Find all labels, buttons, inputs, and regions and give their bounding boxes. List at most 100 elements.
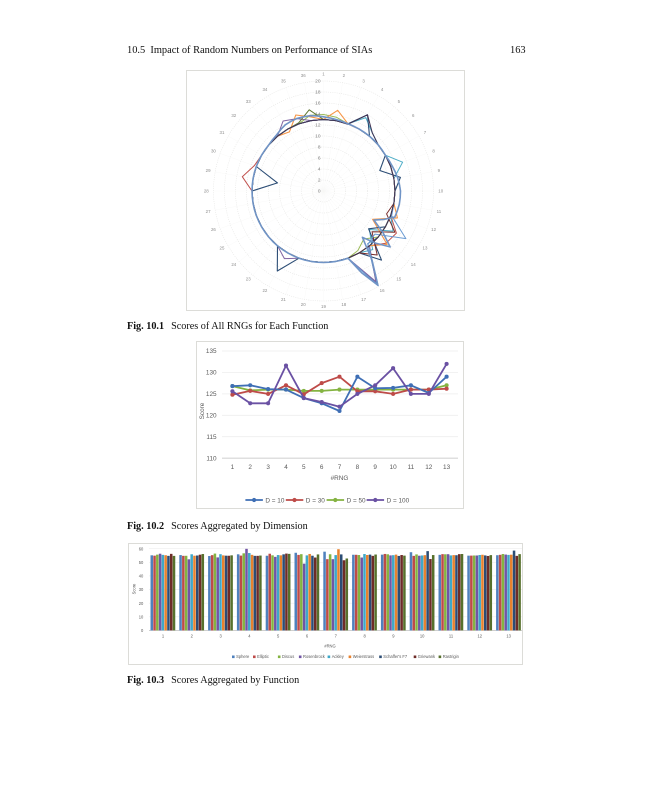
svg-text:16: 16 xyxy=(315,100,321,106)
svg-text:30: 30 xyxy=(139,587,144,592)
svg-text:29: 29 xyxy=(205,168,210,173)
svg-text:23: 23 xyxy=(245,276,250,281)
svg-text:1: 1 xyxy=(322,71,325,76)
svg-text:25: 25 xyxy=(219,245,224,250)
svg-text:10: 10 xyxy=(315,133,321,139)
svg-text:8: 8 xyxy=(317,144,320,150)
svg-text:8: 8 xyxy=(432,148,435,153)
svg-text:10: 10 xyxy=(420,634,425,639)
svg-text:D = 50: D = 50 xyxy=(347,497,366,504)
svg-text:Griewank: Griewank xyxy=(418,654,436,659)
svg-text:Score: Score xyxy=(131,583,136,594)
svg-text:18: 18 xyxy=(341,302,346,307)
svg-text:24: 24 xyxy=(231,262,236,267)
svg-text:Elliptic: Elliptic xyxy=(257,654,269,659)
svg-text:D = 10: D = 10 xyxy=(265,497,284,504)
svg-text:19: 19 xyxy=(321,303,326,308)
svg-text:Score: Score xyxy=(199,402,206,419)
svg-text:6: 6 xyxy=(411,113,414,118)
svg-text:8: 8 xyxy=(356,464,360,471)
svg-text:21: 21 xyxy=(280,296,285,301)
svg-text:35: 35 xyxy=(280,78,285,83)
svg-text:4: 4 xyxy=(317,166,320,172)
svg-text:13: 13 xyxy=(506,634,511,639)
svg-text:16: 16 xyxy=(379,288,384,293)
svg-text:135: 135 xyxy=(206,348,217,355)
svg-text:34: 34 xyxy=(262,87,267,92)
svg-text:115: 115 xyxy=(206,433,217,440)
svg-text:7: 7 xyxy=(338,464,342,471)
svg-text:D = 100: D = 100 xyxy=(387,497,410,504)
svg-text:12: 12 xyxy=(425,464,433,471)
svg-text:130: 130 xyxy=(206,369,217,376)
svg-text:Weierstrass: Weierstrass xyxy=(353,654,375,659)
svg-text:Sphere: Sphere xyxy=(236,654,250,659)
svg-text:13: 13 xyxy=(422,245,427,250)
svg-text:26: 26 xyxy=(210,226,215,231)
svg-text:50: 50 xyxy=(139,560,144,565)
svg-text:Ackley: Ackley xyxy=(332,654,345,659)
svg-text:6: 6 xyxy=(317,155,320,161)
svg-text:2: 2 xyxy=(248,464,252,471)
svg-text:D = 30: D = 30 xyxy=(306,497,325,504)
svg-text:120: 120 xyxy=(206,412,217,419)
svg-text:5: 5 xyxy=(302,464,306,471)
svg-text:2: 2 xyxy=(342,73,345,78)
svg-text:32: 32 xyxy=(231,113,236,118)
svg-text:125: 125 xyxy=(206,391,217,398)
svg-text:36: 36 xyxy=(300,73,305,78)
svg-text:Schaffer's F7: Schaffer's F7 xyxy=(383,654,408,659)
svg-text:14: 14 xyxy=(410,262,415,267)
svg-text:#RNG: #RNG xyxy=(331,475,349,482)
svg-text:Discus: Discus xyxy=(282,654,294,659)
svg-text:6: 6 xyxy=(306,634,309,639)
svg-text:Rastrigin: Rastrigin xyxy=(443,654,460,659)
svg-text:0: 0 xyxy=(317,188,320,194)
svg-text:3: 3 xyxy=(266,464,270,471)
svg-text:2: 2 xyxy=(317,177,320,183)
svg-text:110: 110 xyxy=(206,455,217,462)
svg-text:31: 31 xyxy=(219,129,224,134)
svg-text:10: 10 xyxy=(438,188,443,193)
svg-text:4: 4 xyxy=(380,87,383,92)
svg-text:4: 4 xyxy=(284,464,288,471)
svg-text:18: 18 xyxy=(315,89,321,95)
svg-text:9: 9 xyxy=(392,634,395,639)
svg-text:1: 1 xyxy=(231,464,235,471)
svg-text:20: 20 xyxy=(300,302,305,307)
svg-text:2: 2 xyxy=(191,634,194,639)
svg-text:10: 10 xyxy=(390,464,398,471)
svg-text:14: 14 xyxy=(315,111,321,117)
svg-text:5: 5 xyxy=(397,98,400,103)
svg-text:12: 12 xyxy=(315,122,321,128)
svg-text:7: 7 xyxy=(423,129,426,134)
svg-text:13: 13 xyxy=(443,464,451,471)
svg-text:20: 20 xyxy=(139,601,144,606)
svg-text:11: 11 xyxy=(436,208,441,213)
svg-text:6: 6 xyxy=(320,464,324,471)
svg-text:60: 60 xyxy=(139,546,144,551)
svg-text:40: 40 xyxy=(139,574,144,579)
svg-text:33: 33 xyxy=(245,98,250,103)
svg-text:27: 27 xyxy=(205,208,210,213)
svg-text:#RNG: #RNG xyxy=(324,644,335,649)
svg-text:9: 9 xyxy=(437,168,440,173)
svg-text:11: 11 xyxy=(408,464,415,471)
svg-text:4: 4 xyxy=(248,634,251,639)
svg-text:17: 17 xyxy=(361,296,366,301)
svg-text:0: 0 xyxy=(141,628,144,633)
svg-text:3: 3 xyxy=(219,634,222,639)
svg-text:5: 5 xyxy=(277,634,280,639)
svg-text:8: 8 xyxy=(363,634,366,639)
svg-text:28: 28 xyxy=(203,188,208,193)
svg-text:15: 15 xyxy=(396,276,401,281)
svg-text:30: 30 xyxy=(210,148,215,153)
svg-text:12: 12 xyxy=(431,226,436,231)
svg-text:12: 12 xyxy=(478,634,483,639)
svg-text:3: 3 xyxy=(362,78,365,83)
svg-text:9: 9 xyxy=(373,464,377,471)
svg-text:Rosenbrock: Rosenbrock xyxy=(303,654,326,659)
svg-text:1: 1 xyxy=(162,634,165,639)
svg-text:7: 7 xyxy=(335,634,338,639)
svg-text:10: 10 xyxy=(139,614,144,619)
